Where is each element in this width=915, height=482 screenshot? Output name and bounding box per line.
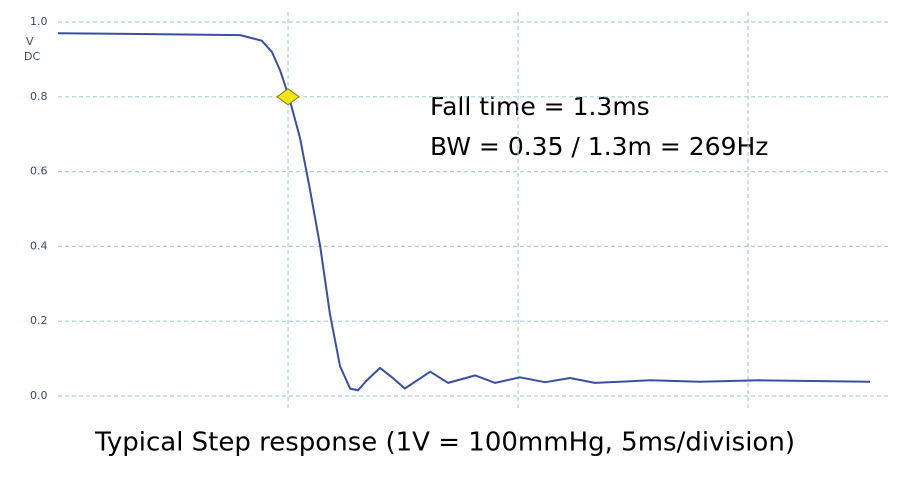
y-unit: DC <box>24 50 40 63</box>
y-tick-label: 0.4 <box>30 239 48 252</box>
y-tick-label: 0.2 <box>30 314 48 327</box>
series-line <box>57 32 871 392</box>
y-tick-label: 0.0 <box>30 389 48 402</box>
y-tick-label: 0.8 <box>30 90 48 103</box>
y-unit: V <box>26 35 34 48</box>
marker <box>276 88 300 106</box>
y-tick-label: 0.6 <box>30 165 48 178</box>
chart-title: Typical Step response (1V = 100mmHg, 5ms… <box>94 428 795 458</box>
annotation: BW = 0.35 / 1.3m = 269Hz <box>430 132 768 161</box>
annotation: Fall time = 1.3ms <box>430 92 650 121</box>
y-tick-label: 1.0 <box>30 15 48 28</box>
